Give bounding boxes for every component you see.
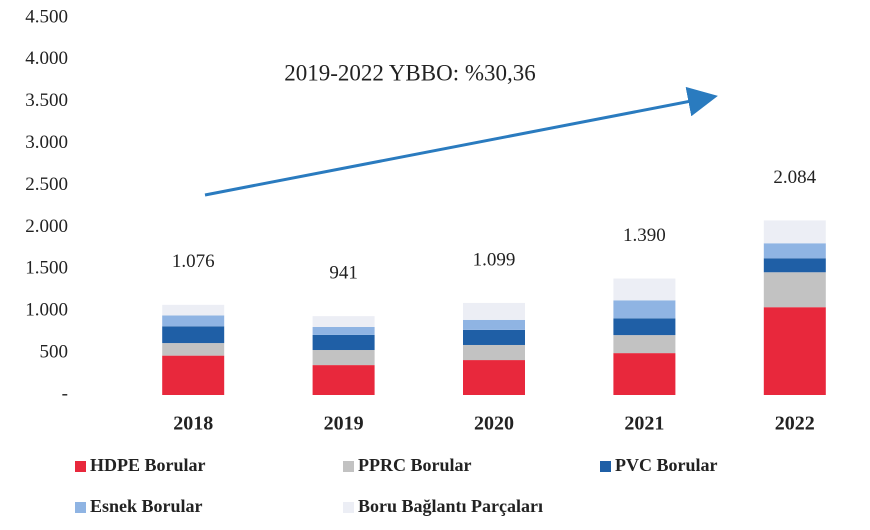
bar-segment [312,334,375,351]
legend-swatch [75,502,86,513]
bar-segment [763,243,826,259]
total-label: 1.099 [473,249,516,270]
total-label: 1.076 [172,251,215,272]
x-tick-label: 2020 [474,413,514,435]
y-tick-label: 2.000 [25,216,68,237]
bar-segment [613,353,676,395]
total-label: 1.390 [623,225,666,246]
legend-swatch [343,461,354,472]
annotation: 2019-2022 YBBO: %30,36 [284,60,536,85]
bar-segment [463,329,525,345]
bar-segment [162,315,225,327]
bar-segment [463,360,525,395]
legend-label: Boru Bağlantı Parçaları [358,496,543,516]
bar-segment [463,319,525,330]
bar-segment [312,316,375,327]
x-tick-label: 2018 [173,413,213,435]
legend-label: Esnek Borular [90,496,203,516]
y-tick-label: 4.000 [25,48,68,69]
y-tick-label: 1.000 [25,300,68,321]
y-tick-label: 3.000 [25,132,68,153]
bar-segment [463,344,525,361]
bar-segment [312,365,375,395]
bar-segment [613,278,676,301]
bar-segment [162,343,225,356]
bar-segment [613,335,676,354]
bar-segment [763,258,826,273]
bar-segment [312,326,375,335]
legend-label: PPRC Borular [358,455,471,475]
bar-segment [613,318,676,336]
y-tick-label: 1.500 [25,258,68,279]
legend-swatch [600,461,611,472]
legend-label: HDPE Borular [90,455,206,475]
y-tick-label: 2.500 [25,174,68,195]
legend-swatch [75,461,86,472]
x-tick-label: 2021 [624,413,664,435]
bar-segment [763,272,826,308]
bar-segment [312,350,375,366]
bar-segment [613,300,676,319]
bar-segment [763,220,826,244]
y-tick-label: 4.500 [25,6,68,27]
bar-segment [162,304,225,316]
bar-segment [463,302,525,320]
bar-segment [763,307,826,395]
total-label: 941 [329,263,358,284]
total-label: 2.084 [773,167,816,188]
bar-segment [162,355,225,395]
legend-swatch [343,502,354,513]
y-tick-label: - [62,383,68,404]
x-tick-label: 2022 [775,413,815,435]
legend-label: PVC Borular [615,455,718,475]
trend-arrow [204,86,718,197]
x-tick-label: 2019 [324,413,364,435]
y-tick-label: 3.500 [25,90,68,111]
bar-segment [162,326,225,344]
y-tick-label: 500 [40,341,69,362]
